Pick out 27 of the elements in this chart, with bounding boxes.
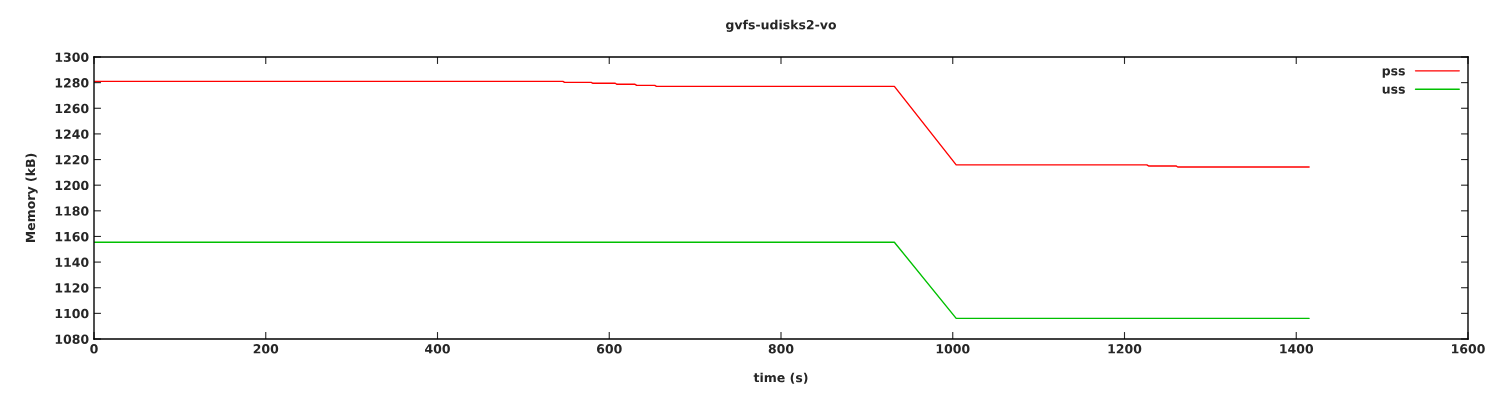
y-tick-label: 1260 xyxy=(55,103,89,114)
y-tick-label: 1220 xyxy=(55,155,89,165)
y-tick-label: 1180 xyxy=(55,206,89,216)
x-tick-label: 400 xyxy=(425,344,450,354)
x-axis-title: time (s) xyxy=(753,372,808,384)
chart-title: gvfs-udisks2-vo xyxy=(726,19,837,32)
y-tick-label: 1120 xyxy=(55,283,89,293)
legend-label: uss xyxy=(1382,86,1405,94)
x-tick-label: 1400 xyxy=(1280,344,1314,354)
y-tick-label: 1100 xyxy=(55,308,89,319)
x-tick-label: 800 xyxy=(768,344,794,354)
x-tick-label: 1000 xyxy=(936,344,970,354)
y-tick-label: 1080 xyxy=(55,334,89,344)
y-axis-title: Memory (kB) xyxy=(25,153,38,243)
y-tick-label: 1280 xyxy=(55,78,89,88)
x-tick-label: 0 xyxy=(90,344,98,354)
y-tick-label: 1200 xyxy=(55,180,89,191)
line-series xyxy=(94,80,1310,168)
x-tick-label: 1600 xyxy=(1452,344,1485,354)
y-tick-label: 1240 xyxy=(55,129,89,139)
x-tick-label: 1200 xyxy=(1108,344,1142,354)
y-tick-label: 1140 xyxy=(55,257,89,268)
legend-label: pss xyxy=(1382,68,1405,78)
y-tick-label: 1300 xyxy=(55,52,89,62)
x-tick-label: 600 xyxy=(596,344,622,354)
x-tick-label: 200 xyxy=(253,344,279,354)
y-tick-label: 1160 xyxy=(55,231,89,242)
